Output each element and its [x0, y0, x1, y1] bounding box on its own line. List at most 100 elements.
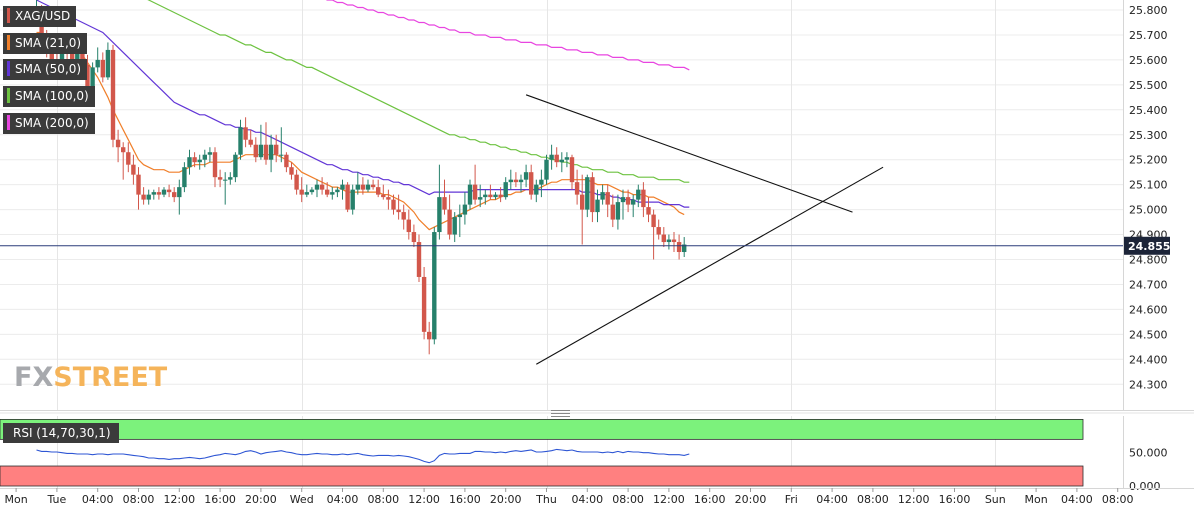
time-axis: Mon Tue 04:00 08:00 12:00 16:00 20:00 Wed 04:00 0… — [0, 488, 1194, 506]
rsi-legend-label: RSI (14,70,30,1) — [13, 426, 111, 440]
candle-bullish — [564, 152, 570, 168]
rsi-tick-label: 0.000 — [1129, 480, 1161, 493]
candle-bearish — [263, 122, 269, 165]
candle-bullish — [238, 119, 243, 160]
rsi-pane: 50.000 0.000 — [0, 416, 1168, 493]
price-tick-label: 25.100 — [1129, 179, 1168, 192]
pane-divider[interactable] — [0, 410, 1194, 417]
candle-body — [370, 184, 376, 188]
candle-bearish — [319, 177, 325, 195]
candle-body — [513, 179, 519, 183]
candle-bullish — [258, 124, 264, 160]
candle-body — [651, 214, 656, 228]
candle-body — [146, 194, 151, 200]
sma21-line — [36, 31, 685, 231]
candle-bearish — [396, 194, 401, 220]
candle-body — [80, 49, 85, 65]
candle-body — [590, 177, 595, 213]
sma50-line — [36, 0, 690, 208]
candle-bearish — [376, 179, 381, 198]
candle-bullish — [279, 127, 284, 163]
candle-bearish — [529, 164, 534, 200]
candle-bearish — [110, 44, 116, 148]
candle-bullish — [666, 234, 672, 250]
instrument-swatch — [7, 8, 10, 23]
candle-bearish — [386, 189, 391, 210]
price-tick-label: 25.000 — [1129, 204, 1168, 217]
candle-bearish — [141, 187, 146, 205]
sma100-line — [147, 0, 690, 183]
ascending-trendline — [536, 166, 884, 365]
candle-bullish — [314, 179, 320, 198]
candle-bearish — [676, 234, 682, 260]
candle-bearish — [212, 147, 218, 188]
candle-body — [442, 197, 447, 210]
candle-bearish — [427, 321, 432, 355]
candle-bearish — [421, 266, 427, 340]
candle-body — [172, 192, 177, 198]
candle-bearish — [248, 129, 253, 148]
candle-body — [243, 127, 248, 140]
candle-body — [90, 67, 95, 88]
candle-body — [70, 52, 75, 60]
candle-bearish — [325, 182, 330, 198]
candle-body — [284, 154, 289, 168]
candle-body — [569, 157, 575, 183]
candle-body — [580, 194, 585, 210]
time-tick-label: 20:00 — [490, 493, 522, 506]
candle-body — [212, 152, 218, 178]
time-tick-label: 08:00 — [1102, 493, 1134, 506]
candle-body — [192, 157, 197, 163]
candle-bearish — [294, 169, 299, 195]
candle-body — [472, 184, 478, 200]
candle-bullish — [355, 172, 360, 195]
candle-bullish — [534, 179, 539, 203]
candle-bearish — [406, 209, 411, 240]
candle-body — [299, 189, 304, 195]
candle-body — [350, 189, 355, 210]
candle-body — [554, 154, 559, 163]
candle-body — [95, 59, 100, 68]
candle-bearish — [370, 179, 376, 190]
watermark-street: STREET — [53, 362, 168, 393]
candle-body — [564, 157, 570, 160]
fxstreet-watermark: FXSTREET — [14, 362, 168, 393]
legend-sma21: SMA (21,0) — [3, 33, 88, 54]
price-tick-label: 25.500 — [1129, 79, 1168, 92]
candle-bullish — [335, 187, 340, 198]
candle-body — [105, 49, 111, 78]
candle-body — [574, 182, 580, 195]
candle-body — [416, 242, 422, 277]
candle-bearish — [289, 162, 294, 180]
candle-bullish — [177, 179, 182, 215]
sma21-swatch — [7, 35, 10, 50]
price-tick-label: 25.700 — [1129, 29, 1168, 42]
candle-bearish — [192, 152, 197, 168]
candle-bearish — [217, 169, 223, 188]
candle-body — [335, 189, 340, 193]
sma100-swatch — [7, 88, 10, 103]
candle-body — [355, 184, 360, 190]
candle-body — [238, 127, 243, 155]
candle-body — [223, 179, 228, 181]
candle-bullish — [146, 189, 151, 205]
candle-body — [646, 207, 651, 215]
time-tick-label: 12:00 — [408, 493, 440, 506]
candle-body — [518, 179, 524, 183]
candle-bullish — [309, 187, 315, 195]
candle-bullish — [268, 134, 274, 173]
candle-bullish — [518, 174, 524, 193]
candle-bullish — [161, 187, 167, 198]
candle-body — [437, 197, 442, 233]
candle-body — [625, 197, 631, 205]
candle-bearish — [671, 232, 677, 253]
candle-body — [615, 202, 621, 220]
time-tick-label: 12:00 — [653, 493, 685, 506]
candle-bearish — [610, 194, 615, 228]
candle-bullish — [549, 144, 554, 170]
price-tick-label: 25.400 — [1129, 104, 1168, 117]
candle-body — [233, 154, 238, 178]
price-tick-label: 24.600 — [1129, 303, 1168, 316]
candle-bearish — [625, 189, 631, 213]
candle-body — [207, 152, 213, 155]
